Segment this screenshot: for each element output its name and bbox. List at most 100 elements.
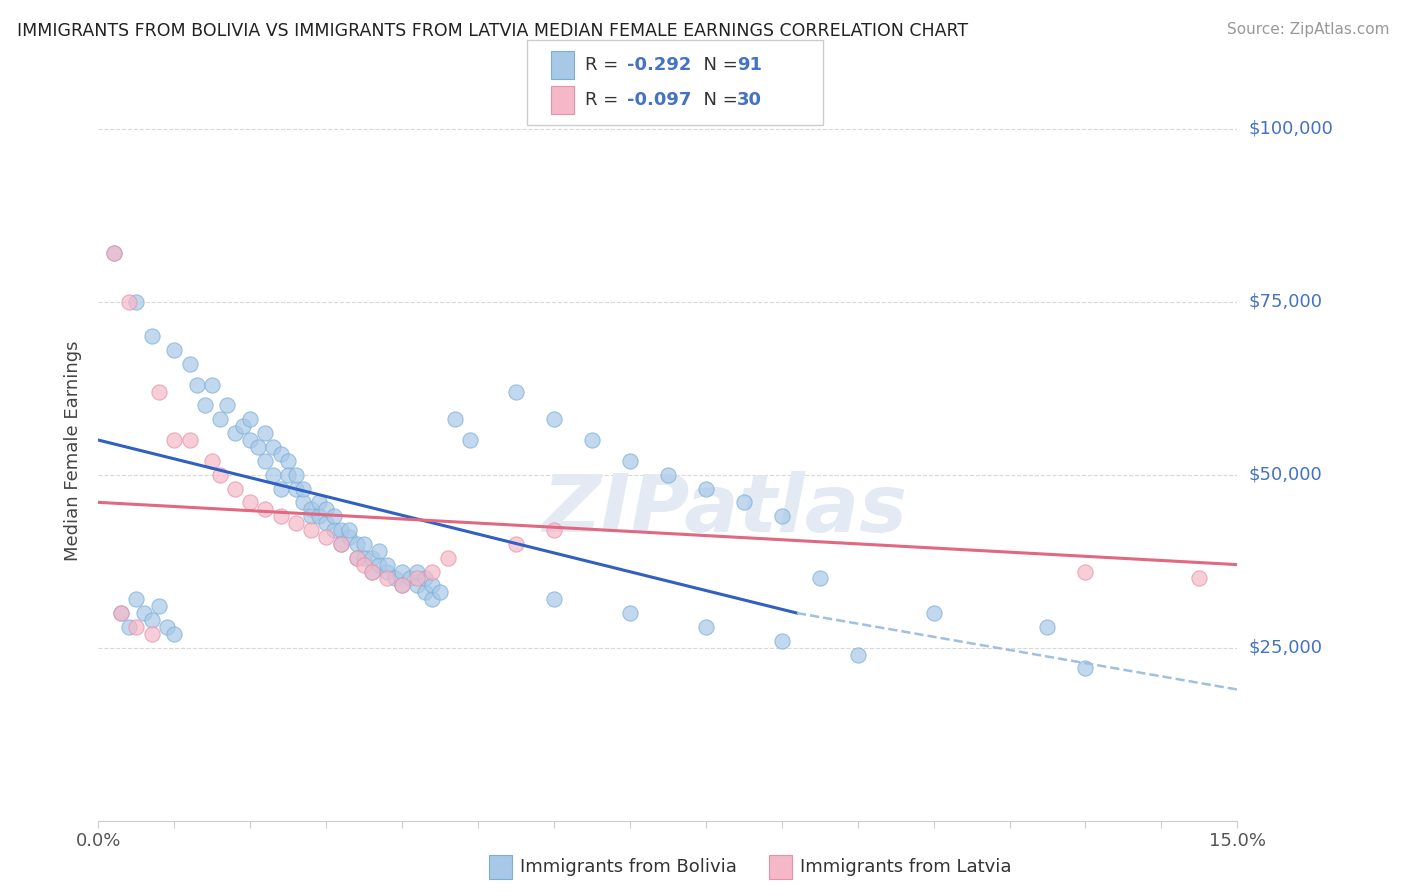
- Point: [353, 550, 375, 565]
- Point: [770, 509, 793, 524]
- Point: [103, 246, 125, 260]
- Point: [337, 523, 360, 537]
- Point: [254, 426, 277, 441]
- Point: [254, 502, 277, 516]
- Point: [284, 516, 307, 530]
- Point: [270, 447, 292, 461]
- Point: [322, 523, 344, 537]
- Point: [346, 550, 368, 565]
- Point: [224, 482, 246, 496]
- Point: [284, 482, 307, 496]
- Y-axis label: Median Female Earnings: Median Female Earnings: [63, 340, 82, 561]
- Point: [308, 495, 330, 509]
- Point: [375, 565, 398, 579]
- Point: [262, 440, 284, 454]
- Point: [125, 592, 148, 607]
- Text: N =: N =: [692, 56, 744, 74]
- Point: [125, 294, 148, 309]
- Point: [368, 558, 391, 572]
- Point: [619, 606, 641, 620]
- Point: [695, 482, 717, 496]
- Point: [254, 454, 277, 468]
- Point: [1188, 572, 1211, 586]
- Point: [1074, 565, 1097, 579]
- Point: [444, 412, 467, 426]
- Point: [360, 550, 382, 565]
- Point: [315, 530, 337, 544]
- Point: [270, 482, 292, 496]
- Point: [163, 343, 186, 358]
- Point: [148, 384, 170, 399]
- Point: [375, 572, 398, 586]
- Point: [846, 648, 869, 662]
- Point: [284, 467, 307, 482]
- Point: [141, 613, 163, 627]
- Point: [292, 482, 315, 496]
- Text: ZIPatlas: ZIPatlas: [543, 471, 907, 549]
- Text: $50,000: $50,000: [1249, 466, 1322, 483]
- Point: [141, 329, 163, 343]
- Point: [239, 433, 262, 447]
- Point: [422, 592, 444, 607]
- Point: [391, 578, 413, 592]
- Point: [770, 633, 793, 648]
- Point: [118, 620, 141, 634]
- Point: [239, 412, 262, 426]
- Point: [360, 565, 382, 579]
- Text: R =: R =: [585, 91, 624, 109]
- Point: [315, 502, 337, 516]
- Point: [270, 509, 292, 524]
- Point: [543, 523, 565, 537]
- Text: Immigrants from Latvia: Immigrants from Latvia: [800, 858, 1011, 876]
- Point: [110, 606, 132, 620]
- Point: [292, 495, 315, 509]
- Point: [163, 433, 186, 447]
- Point: [505, 384, 527, 399]
- Point: [422, 565, 444, 579]
- Point: [277, 454, 299, 468]
- Text: IMMIGRANTS FROM BOLIVIA VS IMMIGRANTS FROM LATVIA MEDIAN FEMALE EARNINGS CORRELA: IMMIGRANTS FROM BOLIVIA VS IMMIGRANTS FR…: [17, 22, 967, 40]
- Point: [391, 578, 413, 592]
- Point: [808, 572, 831, 586]
- Point: [543, 412, 565, 426]
- Point: [246, 440, 269, 454]
- Text: -0.292: -0.292: [627, 56, 692, 74]
- Text: 91: 91: [737, 56, 762, 74]
- Point: [103, 246, 125, 260]
- Point: [391, 565, 413, 579]
- Point: [360, 565, 382, 579]
- Point: [201, 454, 224, 468]
- Point: [922, 606, 945, 620]
- Point: [322, 509, 344, 524]
- Point: [330, 523, 353, 537]
- Point: [330, 537, 353, 551]
- Text: N =: N =: [692, 91, 744, 109]
- Point: [308, 509, 330, 524]
- Point: [436, 550, 458, 565]
- Point: [346, 550, 368, 565]
- Text: $25,000: $25,000: [1249, 639, 1323, 657]
- Point: [179, 433, 201, 447]
- Point: [657, 467, 679, 482]
- Point: [148, 599, 170, 614]
- Point: [132, 606, 155, 620]
- Point: [1036, 620, 1059, 634]
- Point: [406, 565, 429, 579]
- Text: Source: ZipAtlas.com: Source: ZipAtlas.com: [1226, 22, 1389, 37]
- Point: [208, 467, 231, 482]
- Text: Immigrants from Bolivia: Immigrants from Bolivia: [520, 858, 737, 876]
- Point: [186, 377, 208, 392]
- Point: [201, 377, 224, 392]
- Point: [118, 294, 141, 309]
- Point: [299, 502, 322, 516]
- Point: [141, 627, 163, 641]
- Point: [156, 620, 179, 634]
- Point: [581, 433, 603, 447]
- Text: $75,000: $75,000: [1249, 293, 1323, 310]
- Point: [353, 537, 375, 551]
- Point: [619, 454, 641, 468]
- Point: [384, 572, 406, 586]
- Point: [299, 509, 322, 524]
- Point: [413, 585, 436, 599]
- Point: [330, 537, 353, 551]
